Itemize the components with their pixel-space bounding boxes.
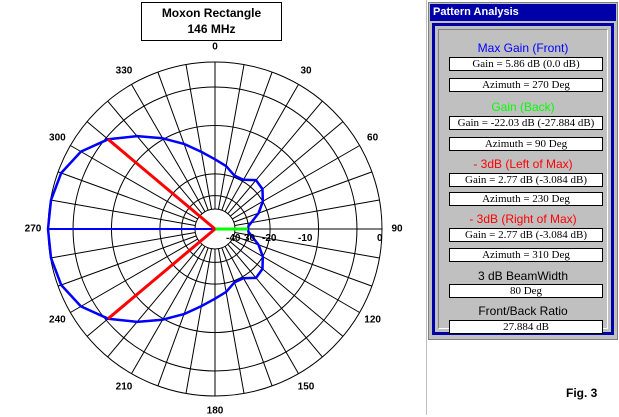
- grid-spoke-330: [131, 84, 206, 212]
- grid-spoke-10: [217, 64, 245, 210]
- panel-content: Max Gain (Front) Gain = 5.86 dB (0.0 dB)…: [438, 29, 608, 334]
- angle-label-330: 330: [115, 65, 133, 77]
- grid-spoke-220: [107, 244, 203, 358]
- panel-divider: [426, 0, 427, 415]
- grid-spoke-100: [234, 231, 380, 259]
- grid-spoke-20: [221, 71, 273, 211]
- panel-titlebar[interactable]: Pattern Analysis: [430, 4, 616, 21]
- angle-label-180: 180: [206, 405, 224, 417]
- plot-title: Moxon Rectangle: [161, 6, 262, 20]
- angle-label-240: 240: [49, 314, 66, 326]
- left-3db-azimuth: Azimuth = 230 Deg: [449, 192, 603, 206]
- angle-label-60: 60: [367, 132, 379, 144]
- pattern-curve: [46, 134, 265, 324]
- plot-subtitle: 146 MHz: [187, 22, 236, 36]
- pattern-analysis-window: Pattern Analysis Max Gain (Front) Gain =…: [428, 2, 618, 340]
- back-gain-azimuth: Azimuth = 90 Deg: [449, 137, 603, 151]
- grid-spoke-140: [227, 244, 323, 358]
- grid-spoke-210: [131, 246, 206, 374]
- grid-spoke-280: [50, 199, 196, 227]
- left-3db-heading: - 3dB (Left of Max): [473, 157, 573, 171]
- grid-spoke-120: [232, 238, 360, 313]
- grid-spoke-260: [50, 231, 196, 259]
- grid-spoke-160: [221, 247, 273, 387]
- db-label: -20: [262, 233, 277, 244]
- beamwidth-value: 80 Deg: [449, 284, 603, 298]
- marker-line-230: [107, 227, 216, 320]
- db-label: 0: [377, 233, 383, 244]
- grid-spoke-340: [157, 71, 209, 211]
- grid-spoke-30: [224, 84, 299, 212]
- grid-spoke-150: [224, 246, 299, 374]
- pattern-layer: [46, 134, 265, 324]
- left-3db-value: Gain = 2.77 dB (-3.084 dB): [449, 173, 603, 187]
- grid-spoke-190: [185, 248, 213, 394]
- max-gain-azimuth: Azimuth = 270 Deg: [449, 78, 603, 92]
- angle-label-300: 300: [49, 132, 66, 144]
- angle-label-0: 0: [212, 41, 218, 53]
- marker-line-310: [107, 138, 216, 231]
- right-3db-heading: - 3dB (Right of Max): [469, 212, 577, 226]
- grid-spoke-200: [157, 247, 209, 387]
- db-label: -10: [298, 233, 313, 244]
- panel-frame: Max Gain (Front) Gain = 5.86 dB (0.0 dB)…: [432, 23, 614, 335]
- plot-title-box: Moxon Rectangle 146 MHz: [141, 2, 282, 41]
- grid-spoke-300: [70, 145, 198, 220]
- grid-spoke-50: [230, 121, 344, 217]
- grid-spoke-170: [217, 248, 245, 394]
- back-gain-heading: Gain (Back): [491, 100, 555, 114]
- angle-label-90: 90: [391, 223, 403, 235]
- max-gain-value: Gain = 5.86 dB (0.0 dB): [449, 57, 603, 71]
- grid-spoke-130: [230, 241, 344, 337]
- grid-spoke-240: [70, 238, 198, 313]
- db-label: -40: [226, 233, 241, 244]
- front-back-value: 27.884 dB: [449, 320, 603, 334]
- grid-spoke-80: [234, 199, 380, 227]
- front-back-heading: Front/Back Ratio: [478, 304, 568, 318]
- angle-label-270: 270: [24, 223, 42, 235]
- max-gain-heading: Max Gain (Front): [477, 41, 569, 55]
- figure-label: Fig. 3: [566, 386, 598, 400]
- angle-label-120: 120: [364, 314, 381, 326]
- angle-label-30: 30: [300, 65, 312, 77]
- grid-spoke-320: [107, 100, 203, 214]
- beamwidth-heading: 3 dB BeamWidth: [477, 269, 569, 283]
- grid-spoke-350: [185, 64, 213, 210]
- grid-spoke-40: [227, 100, 323, 214]
- right-3db-value: Gain = 2.77 dB (-3.084 dB): [449, 228, 603, 242]
- polar-grid: [47, 61, 383, 397]
- polar-plot: [46, 61, 383, 397]
- grid-spoke-60: [232, 145, 360, 220]
- back-gain-value: Gain = -22.03 dB (-27.884 dB): [449, 116, 603, 130]
- grid-spoke-290: [57, 171, 197, 223]
- db-label: 30: [244, 233, 256, 244]
- angle-label-150: 150: [297, 381, 315, 393]
- grid-spoke-250: [57, 235, 197, 287]
- angle-label-210: 210: [115, 381, 133, 393]
- right-3db-azimuth: Azimuth = 310 Deg: [449, 248, 603, 262]
